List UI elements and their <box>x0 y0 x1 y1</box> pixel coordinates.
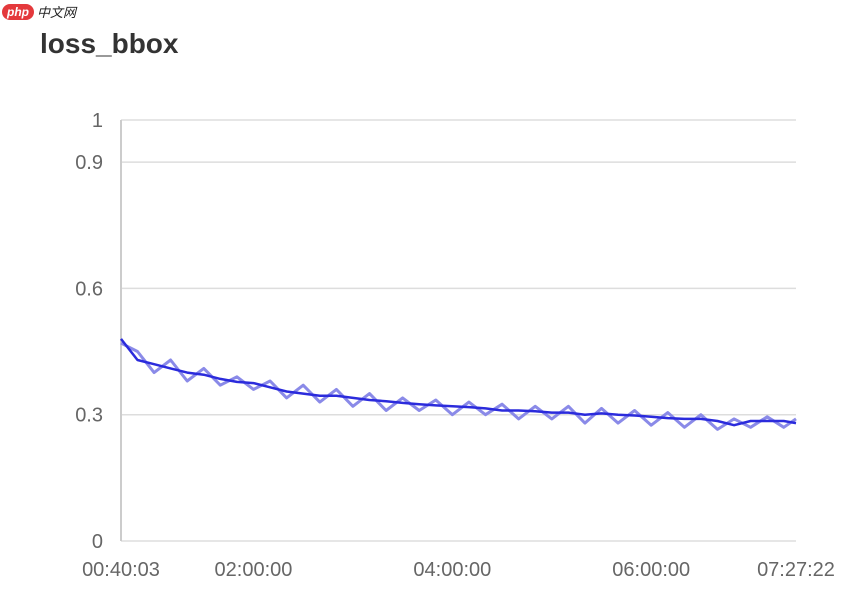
x-tick-label: 04:00:00 <box>413 559 491 581</box>
y-tick-label: 0 <box>92 531 103 553</box>
logo-php: php <box>2 3 34 20</box>
x-tick-label: 00:40:03 <box>82 559 160 581</box>
x-tick-label: 06:00:00 <box>612 559 690 581</box>
chart-title: loss_bbox <box>40 28 179 59</box>
y-tick-label: 0.3 <box>75 405 103 427</box>
raw-series-line <box>120 341 797 431</box>
y-tick-label: 0.9 <box>75 152 103 174</box>
x-tick-label: 07:27:22 <box>757 559 835 581</box>
y-tick-label: 1 <box>92 110 103 132</box>
smoothed-series-line <box>120 338 797 427</box>
watermark-logo: php 中文网 <box>2 2 76 21</box>
x-tick-label: 02:00:00 <box>215 559 293 581</box>
y-tick-label: 0.6 <box>75 278 103 300</box>
logo-cn: 中文网 <box>37 5 77 20</box>
